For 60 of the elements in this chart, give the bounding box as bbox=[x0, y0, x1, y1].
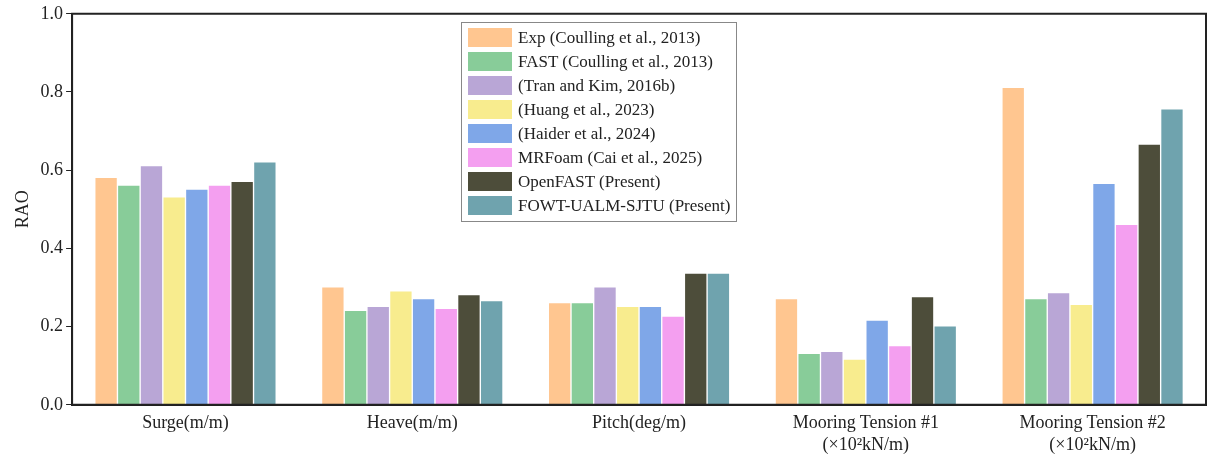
legend-label: (Haider et al., 2024) bbox=[518, 122, 656, 145]
bar bbox=[458, 295, 480, 405]
legend-label: MRFoam (Cai et al., 2025) bbox=[518, 146, 703, 169]
y-tick-label: 0.8 bbox=[40, 80, 64, 101]
bar bbox=[662, 316, 684, 405]
bar bbox=[163, 197, 185, 405]
bar bbox=[911, 297, 934, 405]
y-tick-label: 0.6 bbox=[40, 158, 64, 179]
bar bbox=[889, 346, 911, 405]
bar bbox=[685, 273, 707, 405]
legend-label: FOWT-UALM-SJTU (Present) bbox=[518, 194, 731, 217]
bar bbox=[1161, 109, 1183, 405]
x-tick-label: Mooring Tension #2 (×10²kN/m) bbox=[1019, 412, 1166, 455]
bar bbox=[821, 352, 843, 405]
y-tick-label: 0.4 bbox=[40, 237, 64, 258]
bar bbox=[866, 320, 888, 405]
bar bbox=[1093, 183, 1115, 405]
bar bbox=[390, 291, 412, 405]
bar bbox=[140, 166, 163, 405]
bar bbox=[367, 307, 389, 405]
bar bbox=[617, 307, 639, 405]
bar bbox=[254, 162, 276, 405]
bar bbox=[639, 307, 662, 405]
bar bbox=[798, 353, 820, 405]
bar bbox=[843, 359, 866, 405]
bar bbox=[208, 185, 231, 405]
bar bbox=[1047, 293, 1070, 405]
bar bbox=[480, 301, 503, 405]
bar bbox=[95, 178, 117, 405]
legend-label: FAST (Coulling et al., 2013) bbox=[518, 50, 713, 73]
bar bbox=[1025, 299, 1047, 405]
bar bbox=[571, 303, 594, 405]
x-tick-label: Heave(m/m) bbox=[366, 412, 458, 434]
legend-label: Exp (Coulling et al., 2013) bbox=[518, 26, 701, 49]
y-tick-label: 0.0 bbox=[40, 393, 64, 414]
x-tick-label: Mooring Tension #1 (×10²kN/m) bbox=[792, 412, 940, 455]
bar bbox=[775, 299, 798, 405]
bar bbox=[186, 189, 208, 405]
legend-label: (Huang et al., 2023) bbox=[518, 98, 655, 121]
legend-label: (Tran and Kim, 2016b) bbox=[518, 74, 676, 97]
y-axis-title: RAO bbox=[11, 190, 32, 229]
bar bbox=[435, 309, 457, 405]
bar bbox=[344, 310, 367, 405]
x-tick-label: Surge(m/m) bbox=[142, 412, 229, 434]
x-tick-label: Pitch(deg/m) bbox=[592, 412, 687, 434]
bar bbox=[412, 299, 435, 405]
bar bbox=[118, 185, 140, 405]
bar bbox=[549, 303, 571, 405]
bar bbox=[1070, 305, 1092, 405]
y-tick-label: 1.0 bbox=[40, 2, 64, 23]
bar bbox=[231, 181, 253, 405]
bar bbox=[1002, 88, 1024, 405]
y-tick-label: 0.2 bbox=[40, 315, 64, 336]
bar bbox=[934, 326, 956, 405]
bar bbox=[1138, 144, 1160, 405]
legend-label: OpenFAST (Present) bbox=[518, 170, 661, 193]
bar bbox=[707, 273, 730, 405]
bar bbox=[322, 287, 344, 405]
bar bbox=[1115, 224, 1138, 405]
bar bbox=[594, 287, 616, 405]
